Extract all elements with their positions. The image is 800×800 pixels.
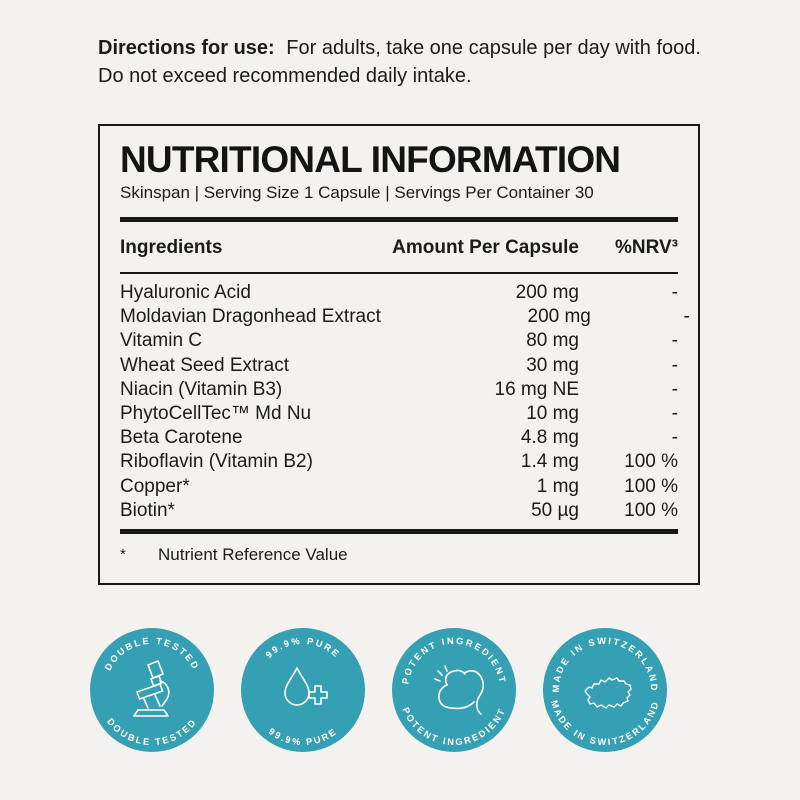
ingredient-nrv: - [671, 378, 678, 400]
ingredient-amount: 1 mg [536, 475, 579, 497]
switzerland-map-icon [584, 677, 632, 709]
panel-subtitle: Skinspan | Serving Size 1 Capsule | Serv… [120, 183, 594, 202]
ingredient-nrv: - [671, 403, 678, 425]
ingredient-name: Vitamin C [120, 330, 203, 352]
table-row: Biotin* 50 µg 100 % [120, 499, 678, 523]
ingredient-name: PhytoCellTec™ Md Nu [120, 403, 312, 425]
ingredient-name: Hyaluronic Acid [120, 282, 251, 304]
footnote-asterisk: * [120, 545, 126, 563]
table-row: Moldavian Dragonhead Extract 200 mg - [120, 305, 690, 329]
ingredient-name: Moldavian Dragonhead Extract [120, 306, 381, 328]
ingredient-nrv: - [683, 306, 690, 328]
ingredient-amount: 30 mg [526, 354, 579, 376]
table-row: Wheat Seed Extract 30 mg - [120, 354, 678, 378]
table-body: Hyaluronic Acid 200 mg - Moldavian Drago… [120, 274, 690, 523]
ingredient-amount: 1.4 mg [520, 451, 579, 473]
table-row: Riboflavin (Vitamin B2) 1.4 mg 100 % [120, 450, 678, 474]
footnote-text: Nutrient Reference Value [158, 544, 348, 564]
drop-cross-icon [284, 667, 328, 706]
ingredient-nrv: 100 % [624, 475, 678, 497]
badge-potent: POTENT INGREDIENT POTENT INGREDIENT [392, 628, 516, 752]
ingredient-name: Biotin* [120, 499, 175, 521]
ingredient-amount: 200 mg [527, 306, 591, 328]
badge-row: DOUBLE TESTED DOUBLE TESTED 99.9% PURE 9… [90, 628, 667, 752]
ingredient-name: Copper* [120, 475, 190, 497]
ingredient-name: Wheat Seed Extract [120, 354, 289, 376]
directions-line2: Do not exceed recommended daily intake. [98, 65, 472, 87]
microscope-icon [133, 660, 170, 717]
ingredient-nrv: - [671, 330, 678, 352]
ingredient-amount: 16 mg NE [494, 378, 579, 400]
ingredient-name: Riboflavin (Vitamin B2) [120, 451, 313, 473]
ingredient-nrv: - [671, 282, 678, 304]
table-row: Niacin (Vitamin B3) 16 mg NE - [120, 378, 678, 402]
bicep-icon [434, 665, 485, 715]
table-row: Beta Carotene 4.8 mg - [120, 426, 678, 450]
divider-thick-top [120, 217, 678, 222]
ingredient-amount: 50 µg [531, 499, 579, 521]
ingredient-amount: 200 mg [515, 282, 579, 304]
footnote: * Nutrient Reference Value [120, 534, 678, 565]
ingredient-name: Beta Carotene [120, 427, 243, 449]
divider-thin-header [120, 272, 678, 274]
nutrition-panel: NUTRITIONAL INFORMATION Skinspan | Servi… [98, 124, 700, 585]
ingredient-nrv: 100 % [624, 499, 678, 521]
panel-title: NUTRITIONAL INFORMATION [120, 139, 621, 180]
badge-switzerland: MADE IN SWITZERLAND MADE IN SWITZERLAND [543, 628, 667, 752]
divider-thick-bottom [120, 528, 678, 534]
table-row: Copper* 1 mg 100 % [120, 475, 678, 499]
table-row: Hyaluronic Acid 200 mg - [120, 281, 678, 305]
ingredient-amount: 4.8 mg [520, 427, 579, 449]
header-nrv: %NRV³ [615, 237, 678, 258]
table-row: Vitamin C 80 mg - [120, 329, 678, 353]
ingredient-amount: 10 mg [526, 403, 579, 425]
table-header: Ingredients Amount Per Capsule %NRV³ [120, 222, 678, 272]
header-amount: Amount Per Capsule [392, 237, 579, 258]
ingredient-nrv: 100 % [624, 451, 678, 473]
ingredient-nrv: - [671, 354, 678, 376]
header-ingredients: Ingredients [120, 237, 223, 258]
badge-double-tested: DOUBLE TESTED DOUBLE TESTED [90, 628, 214, 752]
ingredient-name: Niacin (Vitamin B3) [120, 378, 283, 400]
table-row: PhytoCellTec™ Md Nu 10 mg - [120, 402, 678, 426]
badge-pure: 99.9% PURE 99.9% PURE [241, 628, 365, 752]
directions-label: Directions for use: [98, 37, 275, 59]
ingredient-amount: 80 mg [526, 330, 579, 352]
directions-text: Directions for use: For adults, take one… [98, 34, 758, 90]
directions-line1: For adults, take one capsule per day wit… [286, 37, 701, 59]
ingredient-nrv: - [671, 427, 678, 449]
